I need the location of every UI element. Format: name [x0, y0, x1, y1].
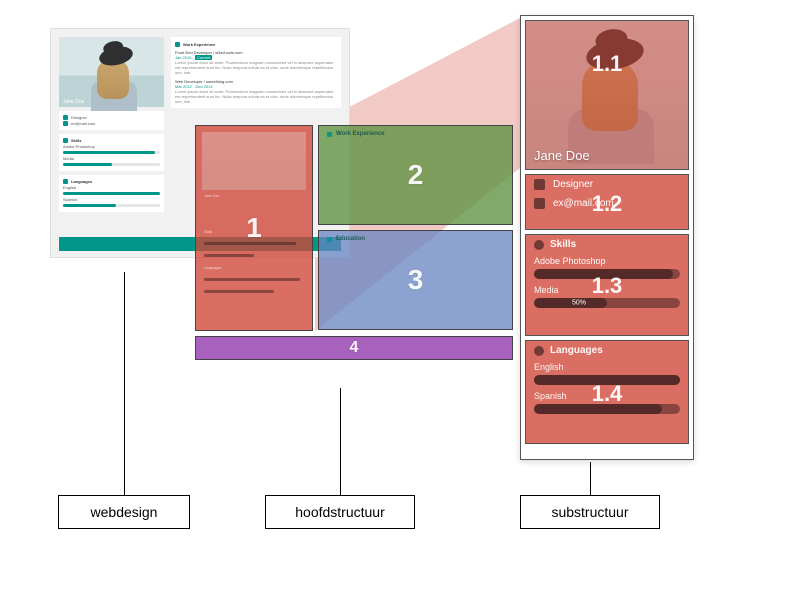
design-avatar: Jane Doe [59, 37, 164, 107]
design-left-column: Jane Doe Designer ex@mail.com Skills Ado… [59, 37, 164, 212]
main-num-3: 3 [408, 264, 424, 296]
leader-2 [340, 388, 341, 495]
sub-lang-title: Languages [550, 345, 603, 356]
sub-skill-2-bar: 50% [534, 298, 680, 308]
design-email: ex@mail.com [71, 121, 95, 126]
main-block-2: Work Experience 2 [318, 125, 513, 225]
design-info: Designer ex@mail.com [59, 111, 164, 130]
leader-3 [590, 462, 591, 495]
label-hoofdstructuur: hoofdstructuur [265, 495, 415, 529]
sub-skills-title: Skills [550, 239, 576, 250]
sub-block-14: Languages English Spanish 1.4 [525, 340, 689, 444]
sub-role: Designer [553, 179, 593, 190]
sub-num-11: 1.1 [526, 51, 688, 77]
design-role: Designer [71, 115, 87, 120]
sub-num-14: 1.4 [526, 381, 688, 407]
sub-block-13: Skills Adobe Photoshop Media 50% 1.3 [525, 234, 689, 336]
sub-block-12: Designer ex@mail.com 1.2 [525, 174, 689, 230]
leader-1 [124, 272, 125, 495]
design-skills: Skills Adobe Photoshop Media [59, 134, 164, 171]
panel-substructuur: Jane Doe 1.1 Designer ex@mail.com 1.2 Sk… [520, 15, 694, 460]
design-languages: Languages English Spanish [59, 175, 164, 212]
briefcase-icon [534, 179, 545, 190]
design-name: Jane Doe [63, 99, 84, 105]
main-num-1: 1 [246, 212, 262, 244]
sub-name: Jane Doe [534, 148, 590, 163]
diagram-stage: Jane Doe Designer ex@mail.com Skills Ado… [0, 0, 800, 600]
design-right-column: Work Experience Front End Developer / w3… [171, 37, 341, 108]
label-row: webdesign hoofdstructuur substructuur [0, 495, 800, 585]
sub-lang-1: English [526, 360, 688, 372]
sub-num-13: 1.3 [526, 273, 688, 299]
sub-block-11: Jane Doe 1.1 [525, 20, 689, 170]
label-webdesign: webdesign [58, 495, 190, 529]
main-block-4: 4 [195, 336, 513, 360]
globe-icon [534, 346, 544, 356]
main-num-4: 4 [350, 339, 359, 357]
star-icon [534, 240, 544, 250]
panel-hoofdstructuur: Jane Doe Skills Languages 1 Work Experie… [195, 125, 515, 388]
main-block-3: Education 3 [318, 230, 513, 330]
main-block-1: Jane Doe Skills Languages 1 [195, 125, 313, 331]
label-substructuur: substructuur [520, 495, 660, 529]
sub-skill-1: Adobe Photoshop [526, 254, 688, 266]
main-num-2: 2 [408, 159, 424, 191]
sub-num-12: 1.2 [526, 191, 688, 217]
